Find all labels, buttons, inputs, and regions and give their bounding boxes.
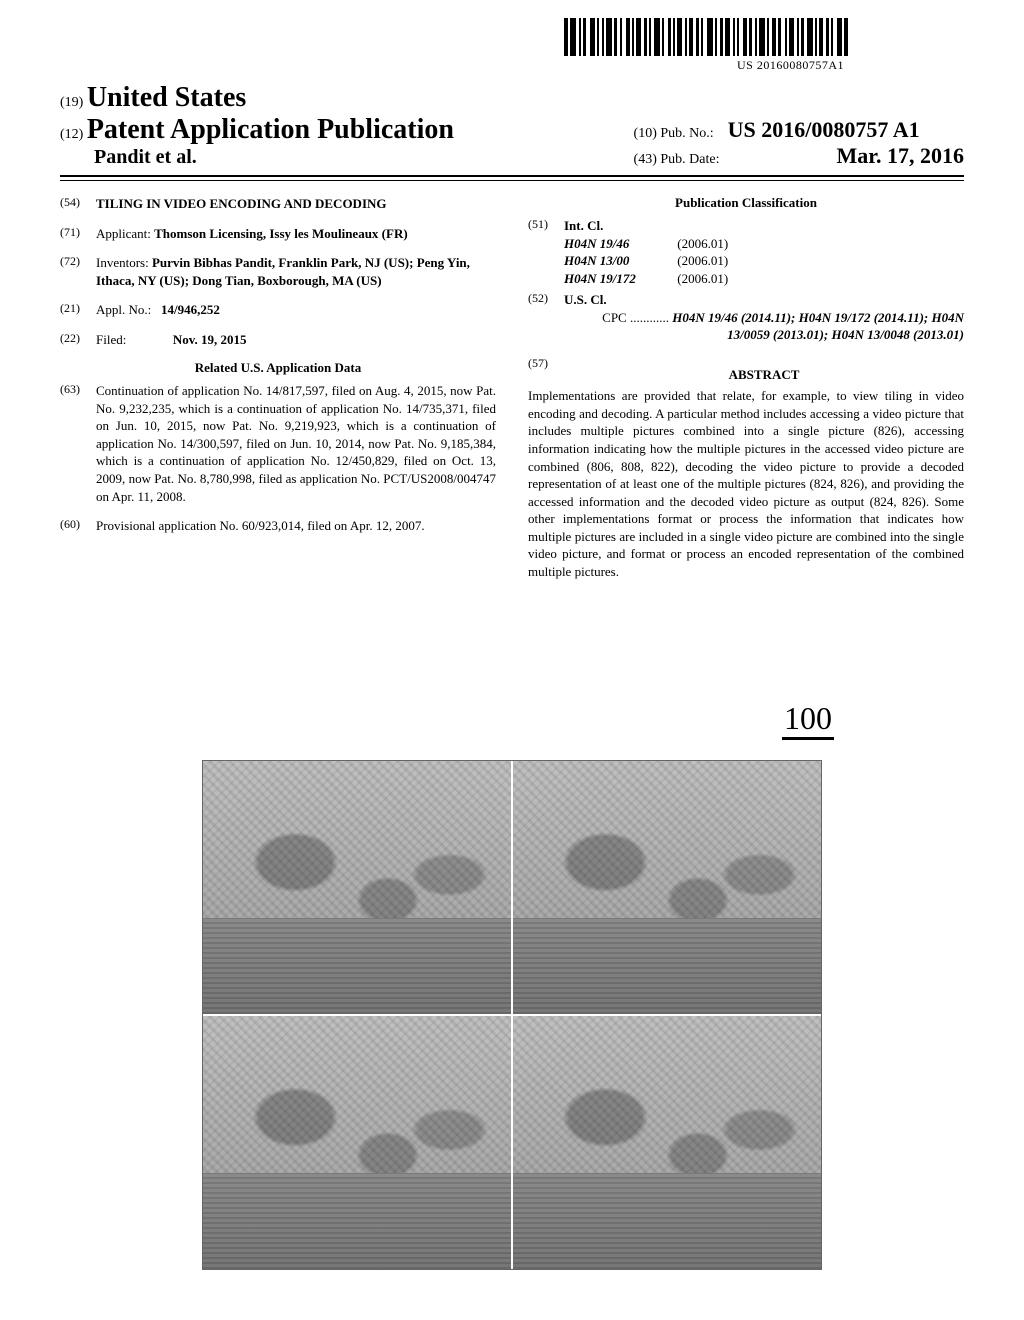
- intcl-label: Int. Cl.: [564, 217, 964, 235]
- intcl-row-year: (2006.01): [677, 253, 728, 268]
- filed-field: (22) Filed: Nov. 19, 2015: [60, 331, 496, 349]
- filed-code: (22): [60, 331, 96, 349]
- pubno-value: US 2016/0080757 A1: [728, 117, 920, 142]
- intcl-row-year: (2006.01): [677, 236, 728, 251]
- applicant-code: (71): [60, 225, 96, 243]
- intcl-code: (51): [528, 217, 564, 287]
- figure-tile: [203, 1016, 511, 1269]
- publication-title: Patent Application Publication: [87, 114, 454, 145]
- inventors-value: Purvin Bibhas Pandit, Franklin Park, NJ …: [96, 255, 470, 288]
- abstract-heading-row: (57) ABSTRACT: [528, 356, 964, 384]
- applicant-field: (71) Applicant: Thomson Licensing, Issy …: [60, 225, 496, 243]
- intcl-row-year: (2006.01): [677, 271, 728, 286]
- code-pubdate: (43): [634, 152, 657, 167]
- filed-value: Nov. 19, 2015: [173, 332, 247, 347]
- applicant-label: Applicant:: [96, 226, 151, 241]
- applno-code: (21): [60, 301, 96, 319]
- barcode: [564, 18, 904, 56]
- continuation-text: Continuation of application No. 14/817,5…: [96, 382, 496, 505]
- cpc-text: H04N 19/46 (2014.11); H04N 19/172 (2014.…: [672, 310, 964, 343]
- provisional-text: Provisional application No. 60/923,014, …: [96, 517, 496, 535]
- abstract-text: Implementations are provided that relate…: [528, 387, 964, 580]
- uscl-code: (52): [528, 291, 564, 344]
- abstract-code: (57): [528, 356, 564, 384]
- inventors-field: (72) Inventors: Purvin Bibhas Pandit, Fr…: [60, 254, 496, 289]
- intcl-row-code: H04N 19/46: [564, 235, 674, 253]
- intcl-row-code: H04N 19/172: [564, 270, 674, 288]
- header-rule: [60, 180, 964, 181]
- invention-title: TILING IN VIDEO ENCODING AND DECODING: [96, 195, 496, 213]
- left-column: (54) TILING IN VIDEO ENCODING AND DECODI…: [60, 195, 496, 580]
- inventors-label: Inventors:: [96, 255, 149, 270]
- inventors-code: (72): [60, 254, 96, 289]
- code-pubno: (10): [634, 126, 657, 141]
- main-columns: (54) TILING IN VIDEO ENCODING AND DECODI…: [60, 195, 964, 580]
- uscl-field: (52) U.S. Cl. CPC ............ H04N 19/4…: [528, 291, 964, 344]
- barcode-number: US 20160080757A1: [737, 58, 844, 73]
- pubdate-label: Pub. Date:: [660, 152, 719, 167]
- code-pub: (12): [60, 127, 83, 142]
- figure-number: 100: [782, 700, 834, 740]
- pubno-label: Pub. No.:: [660, 126, 713, 141]
- intcl-field: (51) Int. Cl. H04N 19/46 (2006.01) H04N …: [528, 217, 964, 287]
- intcl-row: H04N 19/46 (2006.01): [564, 235, 964, 253]
- figure-tile: [513, 1016, 821, 1269]
- cpc-prefix: CPC ............: [602, 310, 669, 325]
- figure-tile: [203, 761, 511, 1014]
- pubclass-heading: Publication Classification: [528, 195, 964, 211]
- filed-label: Filed:: [96, 332, 126, 347]
- document-header: (19) United States (12) Patent Applicati…: [60, 82, 964, 177]
- title-code: (54): [60, 195, 96, 213]
- figure-tile: [513, 761, 821, 1014]
- title-field: (54) TILING IN VIDEO ENCODING AND DECODI…: [60, 195, 496, 213]
- continuation-field: (63) Continuation of application No. 14/…: [60, 382, 496, 505]
- abstract-label: ABSTRACT: [564, 366, 964, 384]
- continuation-code: (63): [60, 382, 96, 505]
- intcl-row-code: H04N 13/00: [564, 252, 674, 270]
- applno-field: (21) Appl. No.: 14/946,252: [60, 301, 496, 319]
- intcl-row: H04N 19/172 (2006.01): [564, 270, 964, 288]
- applno-value: 14/946,252: [161, 302, 220, 317]
- authors-etal: Pandit et al.: [94, 146, 454, 169]
- country-name: United States: [87, 82, 246, 113]
- figure-image: [202, 760, 822, 1270]
- code-country: (19): [60, 95, 83, 110]
- provisional-code: (60): [60, 517, 96, 535]
- intcl-row: H04N 13/00 (2006.01): [564, 252, 964, 270]
- pubdate-value: Mar. 17, 2016: [836, 143, 964, 168]
- right-column: Publication Classification (51) Int. Cl.…: [528, 195, 964, 580]
- applno-label: Appl. No.:: [96, 302, 151, 317]
- related-heading: Related U.S. Application Data: [60, 360, 496, 376]
- provisional-field: (60) Provisional application No. 60/923,…: [60, 517, 496, 535]
- applicant-value: Thomson Licensing, Issy les Moulineaux (…: [154, 226, 408, 241]
- uscl-label: U.S. Cl.: [564, 291, 964, 309]
